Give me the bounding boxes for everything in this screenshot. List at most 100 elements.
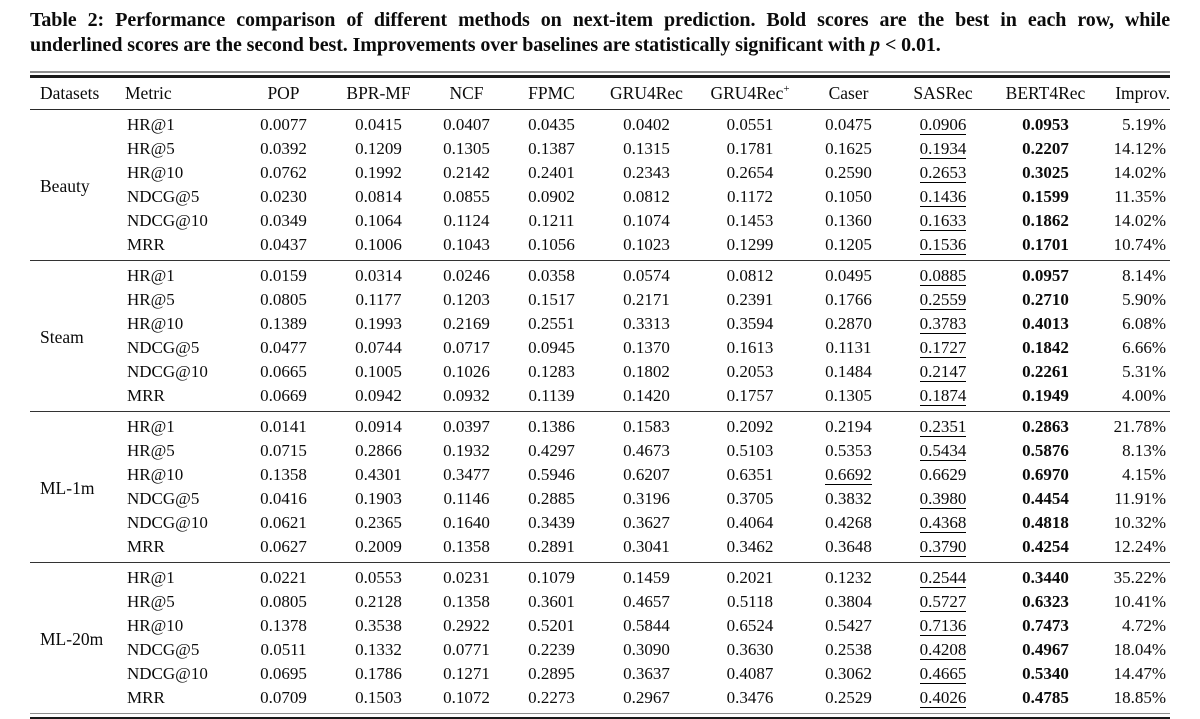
score-value: 0.1358 <box>443 537 490 556</box>
score-value: 0.2391 <box>727 290 774 309</box>
score-value: 0.3313 <box>623 314 670 333</box>
score-value-cell: 0.1211 <box>508 209 595 233</box>
score-value: 0.2885 <box>528 489 575 508</box>
improvement-value: 8.14% <box>1122 266 1166 285</box>
column-header-label: Metric <box>125 83 172 103</box>
score-value-cell: 0.2207 <box>991 137 1100 161</box>
score-value: 0.1625 <box>825 139 872 158</box>
score-value-cell: 0.2261 <box>991 360 1100 384</box>
score-value: 0.2171 <box>623 290 670 309</box>
score-value: 0.3804 <box>825 592 872 611</box>
score-value-cell: 0.2365 <box>332 511 425 535</box>
score-value-cell: 0.0415 <box>332 109 425 137</box>
second-best-score: 0.4026 <box>920 688 967 709</box>
improvement-value-cell: 10.41% <box>1100 590 1170 614</box>
score-value-cell: 0.3476 <box>698 686 802 713</box>
improvement-value: 4.15% <box>1122 465 1166 484</box>
score-value-cell: 0.5434 <box>895 439 991 463</box>
score-value-cell: 0.1332 <box>332 638 425 662</box>
score-value-cell: 0.1315 <box>595 137 698 161</box>
score-value: 0.2273 <box>528 688 575 707</box>
score-value-cell: 0.6323 <box>991 590 1100 614</box>
improvement-value-cell: 14.47% <box>1100 662 1170 686</box>
score-value: 0.1613 <box>727 338 774 357</box>
top-rule-thin-line <box>30 71 1170 73</box>
metric-label: MRR <box>125 384 235 412</box>
score-value: 0.6351 <box>727 465 774 484</box>
score-value-cell: 0.4368 <box>895 511 991 535</box>
score-value: 0.5946 <box>528 465 575 484</box>
score-value-cell: 0.0932 <box>425 384 508 412</box>
score-value-cell: 0.0942 <box>332 384 425 412</box>
score-value-cell: 0.2885 <box>508 487 595 511</box>
score-value-cell: 0.1378 <box>235 614 332 638</box>
score-value-cell: 0.3648 <box>802 535 895 563</box>
score-value-cell: 0.2863 <box>991 411 1100 439</box>
score-value-cell: 0.1503 <box>332 686 425 713</box>
score-value-cell: 0.0805 <box>235 590 332 614</box>
score-value: 0.0669 <box>260 386 307 405</box>
score-value: 0.0159 <box>260 266 307 285</box>
metric-label: MRR <box>125 535 235 563</box>
best-score: 0.2710 <box>1022 290 1069 309</box>
metric-label: NDCG@5 <box>125 487 235 511</box>
score-value-cell: 0.0812 <box>698 260 802 288</box>
score-value: 0.0762 <box>260 163 307 182</box>
score-value: 0.1459 <box>623 568 670 587</box>
column-header-gru4rec-plus: GRU4Rec+ <box>698 78 802 110</box>
score-value-cell: 0.1389 <box>235 312 332 336</box>
metric-label: HR@1 <box>125 260 235 288</box>
score-value-cell: 0.6692 <box>802 463 895 487</box>
second-best-score: 0.4208 <box>920 640 967 661</box>
metric-label: HR@1 <box>125 562 235 590</box>
best-score: 0.4454 <box>1022 489 1069 508</box>
score-value-cell: 0.5201 <box>508 614 595 638</box>
improvement-value-cell: 4.15% <box>1100 463 1170 487</box>
score-value-cell: 0.0477 <box>235 336 332 360</box>
score-value: 0.1583 <box>623 417 670 436</box>
score-value: 0.6207 <box>623 465 670 484</box>
score-value: 0.3062 <box>825 664 872 683</box>
score-value-cell: 0.1358 <box>235 463 332 487</box>
score-value: 0.0553 <box>355 568 402 587</box>
column-header-superscript: + <box>783 83 789 95</box>
score-value-cell: 0.3196 <box>595 487 698 511</box>
score-value-cell: 0.0669 <box>235 384 332 412</box>
score-value: 0.2967 <box>623 688 670 707</box>
score-value: 0.1786 <box>355 664 402 683</box>
column-header-improv: Improv. <box>1100 78 1170 110</box>
column-header-fpmc: FPMC <box>508 78 595 110</box>
improvement-value: 35.22% <box>1114 568 1166 587</box>
score-value: 0.0805 <box>260 592 307 611</box>
score-value-cell: 0.4208 <box>895 638 991 662</box>
score-value-cell: 0.0717 <box>425 336 508 360</box>
improvement-value-cell: 10.74% <box>1100 233 1170 261</box>
metric-label: NDCG@5 <box>125 638 235 662</box>
score-value-cell: 0.5118 <box>698 590 802 614</box>
metric-label: HR@10 <box>125 614 235 638</box>
score-value: 0.0551 <box>727 115 774 134</box>
score-value-cell: 0.1453 <box>698 209 802 233</box>
score-value-cell: 0.0695 <box>235 662 332 686</box>
score-value-cell: 0.2559 <box>895 288 991 312</box>
column-header-datasets: Datasets <box>30 78 125 110</box>
score-value-cell: 0.6970 <box>991 463 1100 487</box>
improvement-value: 10.41% <box>1114 592 1166 611</box>
score-value: 0.0230 <box>260 187 307 206</box>
score-value-cell: 0.0814 <box>332 185 425 209</box>
score-value-cell: 0.3637 <box>595 662 698 686</box>
score-value-cell: 0.2870 <box>802 312 895 336</box>
second-best-score: 0.0885 <box>920 266 967 287</box>
metric-label: HR@1 <box>125 109 235 137</box>
score-value-cell: 0.2391 <box>698 288 802 312</box>
score-value-cell: 0.3462 <box>698 535 802 563</box>
score-value: 0.5353 <box>825 441 872 460</box>
improvement-value: 14.47% <box>1114 664 1166 683</box>
score-value: 0.1781 <box>727 139 774 158</box>
